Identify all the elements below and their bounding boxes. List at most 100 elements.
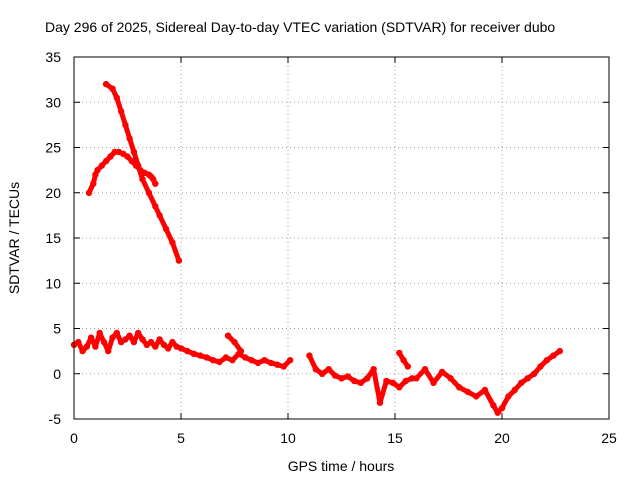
- data-point: [107, 153, 114, 160]
- data-point: [126, 332, 133, 339]
- data-point: [128, 157, 135, 165]
- data-point: [494, 409, 501, 416]
- data-point: [100, 338, 108, 346]
- data-point: [376, 399, 384, 406]
- data-point: [261, 357, 268, 364]
- data-point: [130, 148, 138, 156]
- y-tick-label: 10: [45, 275, 61, 291]
- data-point: [490, 402, 497, 409]
- data-point: [130, 338, 138, 346]
- data-point: [396, 349, 403, 357]
- data-point: [147, 338, 155, 346]
- y-tick-label: 0: [53, 366, 61, 382]
- data-point: [404, 363, 411, 370]
- data-point: [231, 338, 238, 346]
- data-point: [209, 357, 217, 364]
- data-point: [102, 157, 110, 165]
- data-point: [286, 357, 294, 364]
- data-point: [102, 80, 110, 88]
- data-point: [156, 336, 163, 343]
- data-point: [152, 343, 159, 350]
- x-tick-label: 15: [387, 430, 403, 446]
- data-point: [109, 85, 116, 92]
- y-tick-label: -5: [49, 411, 62, 427]
- data-point: [396, 384, 403, 391]
- data-point: [389, 379, 397, 386]
- data-point: [92, 343, 99, 350]
- data-point: [351, 377, 358, 385]
- data-point: [267, 359, 275, 367]
- data-point: [90, 180, 97, 187]
- data-point: [498, 404, 506, 412]
- data-point: [550, 352, 557, 359]
- data-point: [331, 372, 339, 379]
- data-point: [364, 375, 371, 382]
- data-point: [338, 375, 345, 382]
- data-point: [280, 363, 287, 370]
- grid-lines: [74, 57, 609, 419]
- y-tick-label: 15: [45, 230, 61, 246]
- data-point: [75, 338, 82, 346]
- data-point: [325, 366, 332, 373]
- data-point: [473, 393, 480, 400]
- data-point: [518, 379, 525, 386]
- data-point: [556, 347, 563, 355]
- data-point: [169, 338, 176, 346]
- y-axis-label: SDTVAR / TECUs: [6, 182, 22, 294]
- data-point: [162, 225, 170, 233]
- data-point: [438, 368, 446, 376]
- y-tick-label: 20: [45, 185, 61, 201]
- y-tick-label: 30: [45, 94, 61, 110]
- series-low-track-5-10h: [177, 345, 294, 370]
- data-point: [85, 189, 93, 196]
- data-point: [96, 329, 103, 337]
- data-point: [87, 334, 95, 341]
- data-point: [524, 375, 531, 382]
- data-point: [530, 370, 538, 377]
- data-point: [537, 363, 544, 370]
- data-point: [430, 379, 437, 386]
- data-point: [306, 352, 313, 359]
- data-point: [122, 121, 129, 129]
- data-point: [357, 379, 364, 386]
- data-point: [190, 350, 197, 357]
- data-point: [421, 366, 429, 373]
- data-point: [224, 332, 232, 339]
- data-point: [248, 357, 255, 364]
- data-point: [145, 189, 153, 196]
- data-point: [370, 366, 377, 373]
- data-point: [160, 341, 168, 348]
- data-point: [402, 377, 409, 385]
- data-point: [413, 375, 420, 382]
- axis-ticks: 0 5 10 15 20 25 -5 0 5 10 15 20 25 30 35: [45, 49, 617, 446]
- data-point: [98, 162, 106, 169]
- data-point: [254, 359, 262, 367]
- y-tick-label: 35: [45, 49, 61, 65]
- data-point: [456, 384, 463, 391]
- data-point: [117, 108, 125, 115]
- series-arc-track: [85, 148, 159, 196]
- x-axis-label: GPS time / hours: [288, 458, 395, 474]
- series-low-track-7h-segment: [224, 332, 245, 355]
- data-point: [184, 347, 191, 355]
- data-point: [274, 361, 281, 368]
- data-point: [94, 166, 101, 174]
- data-point: [152, 203, 159, 210]
- data-point: [464, 388, 471, 396]
- data-point: [152, 180, 159, 187]
- data-point: [79, 347, 86, 355]
- x-tick-label: 10: [280, 430, 296, 446]
- data-point: [177, 345, 185, 352]
- x-tick-label: 5: [177, 430, 185, 446]
- data-point: [216, 358, 223, 366]
- data-point: [237, 347, 245, 355]
- x-tick-label: 20: [494, 430, 510, 446]
- data-point: [113, 329, 121, 337]
- data-point: [156, 212, 163, 219]
- y-tick-label: 25: [45, 140, 61, 156]
- data-point: [83, 343, 91, 350]
- series-low-track-16-23h: [413, 347, 563, 416]
- data-point: [197, 352, 204, 359]
- data-point: [203, 354, 210, 361]
- data-point: [319, 370, 326, 377]
